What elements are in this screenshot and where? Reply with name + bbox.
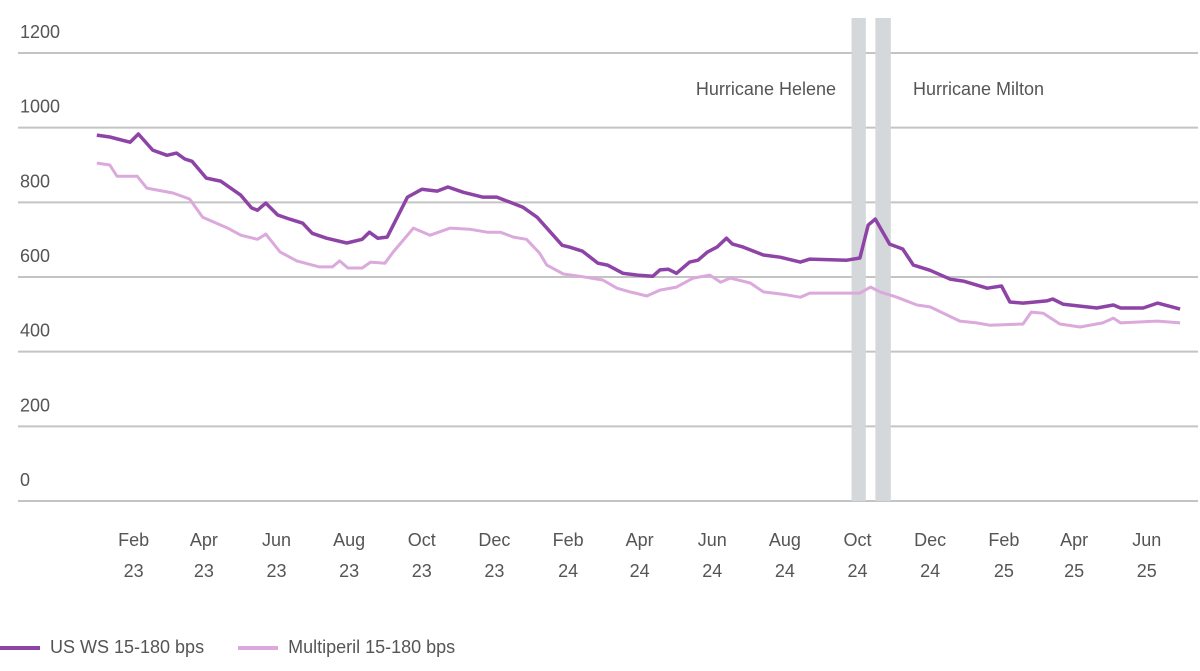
legend-swatch-multiperil — [238, 645, 279, 650]
x-tick-year: 23 — [266, 561, 286, 581]
y-tick-label: 200 — [20, 395, 50, 415]
x-tick-year: 25 — [994, 561, 1014, 581]
x-tick-year: 25 — [1137, 561, 1157, 581]
x-tick-year: 23 — [484, 561, 504, 581]
annotation-milton: Hurricane Milton — [913, 79, 1044, 99]
x-tick-year: 24 — [775, 561, 795, 581]
y-tick-label: 1000 — [20, 97, 60, 117]
x-tick-year: 23 — [194, 561, 214, 581]
legend-item-us-ws: US WS 15-180 bps — [0, 637, 204, 658]
y-tick-label: 800 — [20, 171, 50, 191]
x-tick-month: Oct — [843, 530, 871, 550]
legend: US WS 15-180 bps Multiperil 15-180 bps — [0, 637, 489, 658]
x-tick-month: Jun — [262, 530, 291, 550]
x-tick-year: 24 — [630, 561, 650, 581]
series-line-us-ws — [96, 132, 1181, 311]
x-tick-year: 24 — [558, 561, 578, 581]
x-tick-month: Dec — [914, 530, 946, 550]
y-tick-label: 0 — [20, 470, 30, 490]
x-tick-month: Feb — [118, 530, 149, 550]
x-tick-year: 23 — [412, 561, 432, 581]
x-tick-year: 24 — [847, 561, 867, 581]
legend-label-multiperil: Multiperil 15-180 bps — [288, 637, 456, 657]
x-tick-month: Jun — [698, 530, 727, 550]
x-tick-month: Apr — [626, 530, 654, 550]
legend-label-us-ws: US WS 15-180 bps — [50, 637, 205, 657]
legend-item-multiperil: Multiperil 15-180 bps — [238, 637, 455, 658]
annotation-helene: Hurricane Helene — [696, 79, 836, 99]
x-tick-month: Apr — [1060, 530, 1088, 550]
x-tick-year: 23 — [124, 561, 144, 581]
x-tick-month: Dec — [478, 530, 510, 550]
legend-swatch-us-ws — [0, 645, 40, 650]
x-tick-year: 24 — [702, 561, 722, 581]
y-tick-label: 400 — [20, 321, 50, 341]
x-tick-month: Aug — [333, 530, 365, 550]
x-tick-year: 24 — [920, 561, 940, 581]
x-tick-month: Aug — [769, 530, 801, 550]
hurricane-band — [875, 18, 891, 501]
x-tick-year: 23 — [339, 561, 359, 581]
x-tick-month: Feb — [553, 530, 584, 550]
y-tick-label: 600 — [20, 246, 50, 266]
x-tick-year: 25 — [1064, 561, 1084, 581]
x-tick-month: Jun — [1132, 530, 1161, 550]
y-tick-label: 1200 — [20, 22, 60, 42]
series-line-multiperil — [96, 161, 1181, 329]
x-tick-month: Feb — [988, 530, 1019, 550]
x-tick-month: Oct — [408, 530, 436, 550]
x-tick-month: Apr — [190, 530, 218, 550]
